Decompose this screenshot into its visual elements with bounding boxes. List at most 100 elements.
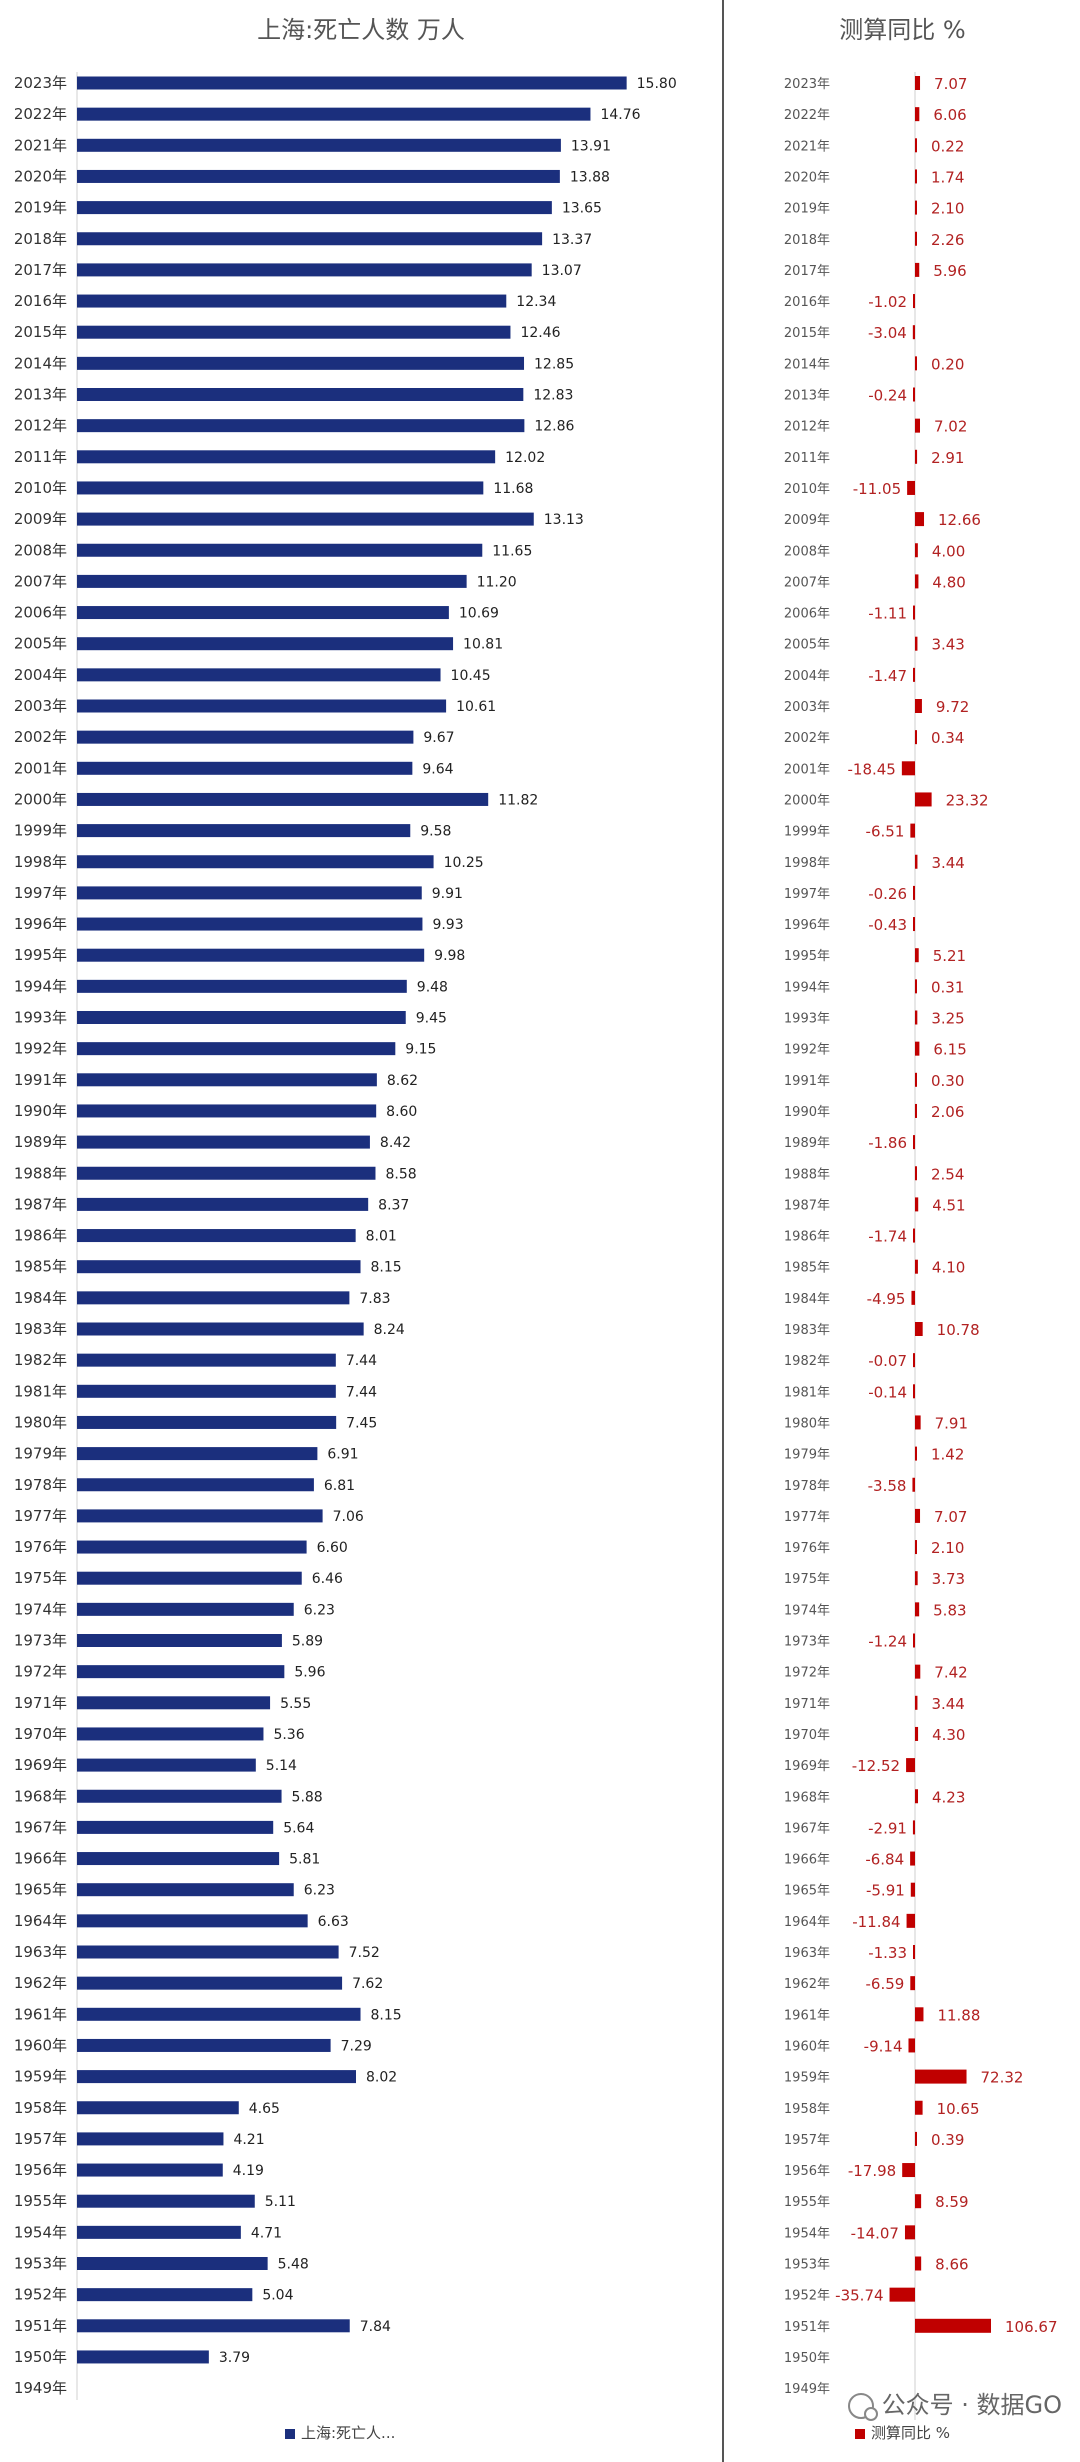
yoy-data-label: 4.30: [932, 1726, 965, 1744]
yoy-bar: [910, 1976, 915, 1991]
deaths-year-label: 1973年: [14, 1632, 67, 1650]
yoy-chart-panel: 测算同比 % 2023年 7.07 2022年 6.06 2021年 0.22 2020年 1…: [725, 0, 1080, 2462]
deaths-year-label: 1954年: [14, 2223, 67, 2241]
deaths-bar: [77, 2038, 331, 2052]
deaths-year-label: 2014年: [14, 354, 67, 372]
yoy-year-label: 1980年: [784, 1416, 830, 1431]
yoy-year-label: 1975年: [784, 1572, 830, 1587]
yoy-bar: [913, 1353, 915, 1368]
deaths-year-label: 2015年: [14, 323, 67, 341]
yoy-year-label: 1966年: [784, 1853, 830, 1868]
deaths-year-label: 1982年: [14, 1351, 67, 1369]
deaths-bar: [77, 1042, 396, 1056]
yoy-year-label: 2010年: [784, 482, 830, 497]
yoy-bar: [915, 1726, 919, 1741]
yoy-data-label: 4.23: [932, 1788, 965, 1806]
yoy-bar: [915, 1789, 919, 1804]
deaths-data-label: 9.91: [432, 886, 463, 902]
yoy-data-label: 4.00: [932, 542, 965, 560]
yoy-year-label: 2007年: [784, 575, 830, 590]
yoy-year-label: 1997年: [784, 887, 830, 902]
yoy-data-label: -1.74: [868, 1228, 907, 1246]
yoy-year-label: 1969年: [784, 1759, 830, 1774]
deaths-year-label: 1969年: [14, 1756, 67, 1774]
yoy-bar: [915, 1540, 917, 1555]
deaths-bar: [77, 1415, 337, 1429]
yoy-year-label: 2017年: [784, 264, 830, 279]
yoy-bar: [915, 356, 917, 371]
yoy-bar: [915, 169, 917, 184]
deaths-year-label: 1997年: [14, 884, 67, 902]
deaths-data-label: 13.07: [542, 263, 582, 279]
deaths-bar: [77, 1509, 323, 1523]
yoy-year-label: 1978年: [784, 1479, 830, 1494]
deaths-year-label: 2022年: [14, 105, 67, 123]
yoy-data-label: -1.33: [868, 1944, 907, 1962]
yoy-data-label: -17.98: [848, 2162, 896, 2180]
yoy-data-label: 2.91: [931, 449, 964, 467]
yoy-data-label: -3.04: [868, 324, 907, 342]
deaths-year-label: 1966年: [14, 1850, 67, 1868]
yoy-year-label: 1958年: [784, 2102, 830, 2117]
yoy-data-label: -2.91: [868, 1819, 907, 1837]
yoy-bar: [907, 480, 915, 495]
deaths-data-label: 13.91: [571, 138, 611, 154]
deaths-data-label: 12.34: [516, 294, 556, 310]
deaths-bar: [77, 543, 483, 557]
yoy-year-label: 1983年: [784, 1323, 830, 1338]
yoy-legend: 测算同比 %: [855, 2422, 950, 2443]
deaths-year-label: 1957年: [14, 2130, 67, 2148]
deaths-bar: [77, 2257, 268, 2270]
yoy-bar: [889, 2287, 915, 2302]
yoy-year-label: 1986年: [784, 1230, 830, 1245]
yoy-bar: [915, 2069, 967, 2084]
yoy-data-label: 5.96: [933, 262, 966, 280]
yoy-year-label: 2003年: [784, 700, 830, 715]
deaths-bar: [77, 855, 434, 869]
yoy-bar: [910, 1851, 915, 1866]
deaths-bar: [77, 824, 411, 838]
yoy-data-label: -0.26: [868, 885, 907, 903]
deaths-bar: [77, 2070, 356, 2084]
yoy-year-label: 1996年: [784, 918, 830, 933]
yoy-year-label: 1964年: [784, 1915, 830, 1930]
yoy-year-label: 1955年: [784, 2195, 830, 2210]
yoy-bar: [915, 1602, 920, 1617]
deaths-year-label: 2006年: [14, 604, 67, 622]
deaths-year-label: 1992年: [14, 1040, 67, 1058]
yoy-year-label: 2021年: [784, 139, 830, 154]
deaths-bar: [77, 2132, 224, 2146]
deaths-bar: [77, 481, 484, 495]
deaths-year-label: 1975年: [14, 1569, 67, 1587]
deaths-data-label: 8.01: [366, 1229, 397, 1245]
deaths-data-label: 6.60: [317, 1540, 348, 1556]
yoy-bar: [915, 2100, 923, 2115]
yoy-data-label: 0.39: [931, 2131, 964, 2149]
deaths-data-label: 8.58: [385, 1166, 416, 1182]
deaths-data-label: 6.63: [318, 1914, 349, 1930]
yoy-data-label: 106.67: [1005, 2318, 1058, 2336]
deaths-bar: [77, 325, 511, 339]
deaths-year-label: 2021年: [14, 136, 67, 154]
yoy-data-label: 0.31: [931, 978, 964, 996]
yoy-legend-swatch: [855, 2428, 865, 2439]
deaths-bar: [77, 1384, 336, 1398]
yoy-bar: [913, 1945, 915, 1959]
yoy-data-label: -1.11: [868, 605, 907, 623]
deaths-data-label: 5.96: [294, 1665, 325, 1681]
yoy-data-label: -6.51: [866, 823, 905, 841]
deaths-data-label: 6.46: [312, 1571, 343, 1587]
deaths-year-label: 1985年: [14, 1258, 67, 1276]
yoy-data-label: 5.21: [933, 947, 966, 965]
deaths-bar: [77, 979, 407, 993]
yoy-data-label: -4.95: [867, 1290, 906, 1308]
deaths-data-label: 9.15: [405, 1042, 436, 1058]
yoy-year-label: 1973年: [784, 1635, 830, 1650]
deaths-year-label: 1963年: [14, 1943, 67, 1961]
yoy-bar: [915, 543, 918, 558]
yoy-year-label: 1984年: [784, 1292, 830, 1307]
yoy-year-label: 1971年: [784, 1697, 830, 1712]
yoy-legend-label: 测算同比 %: [871, 2424, 951, 2442]
yoy-bar: [902, 2163, 915, 2178]
yoy-data-label: 8.59: [935, 2193, 968, 2211]
